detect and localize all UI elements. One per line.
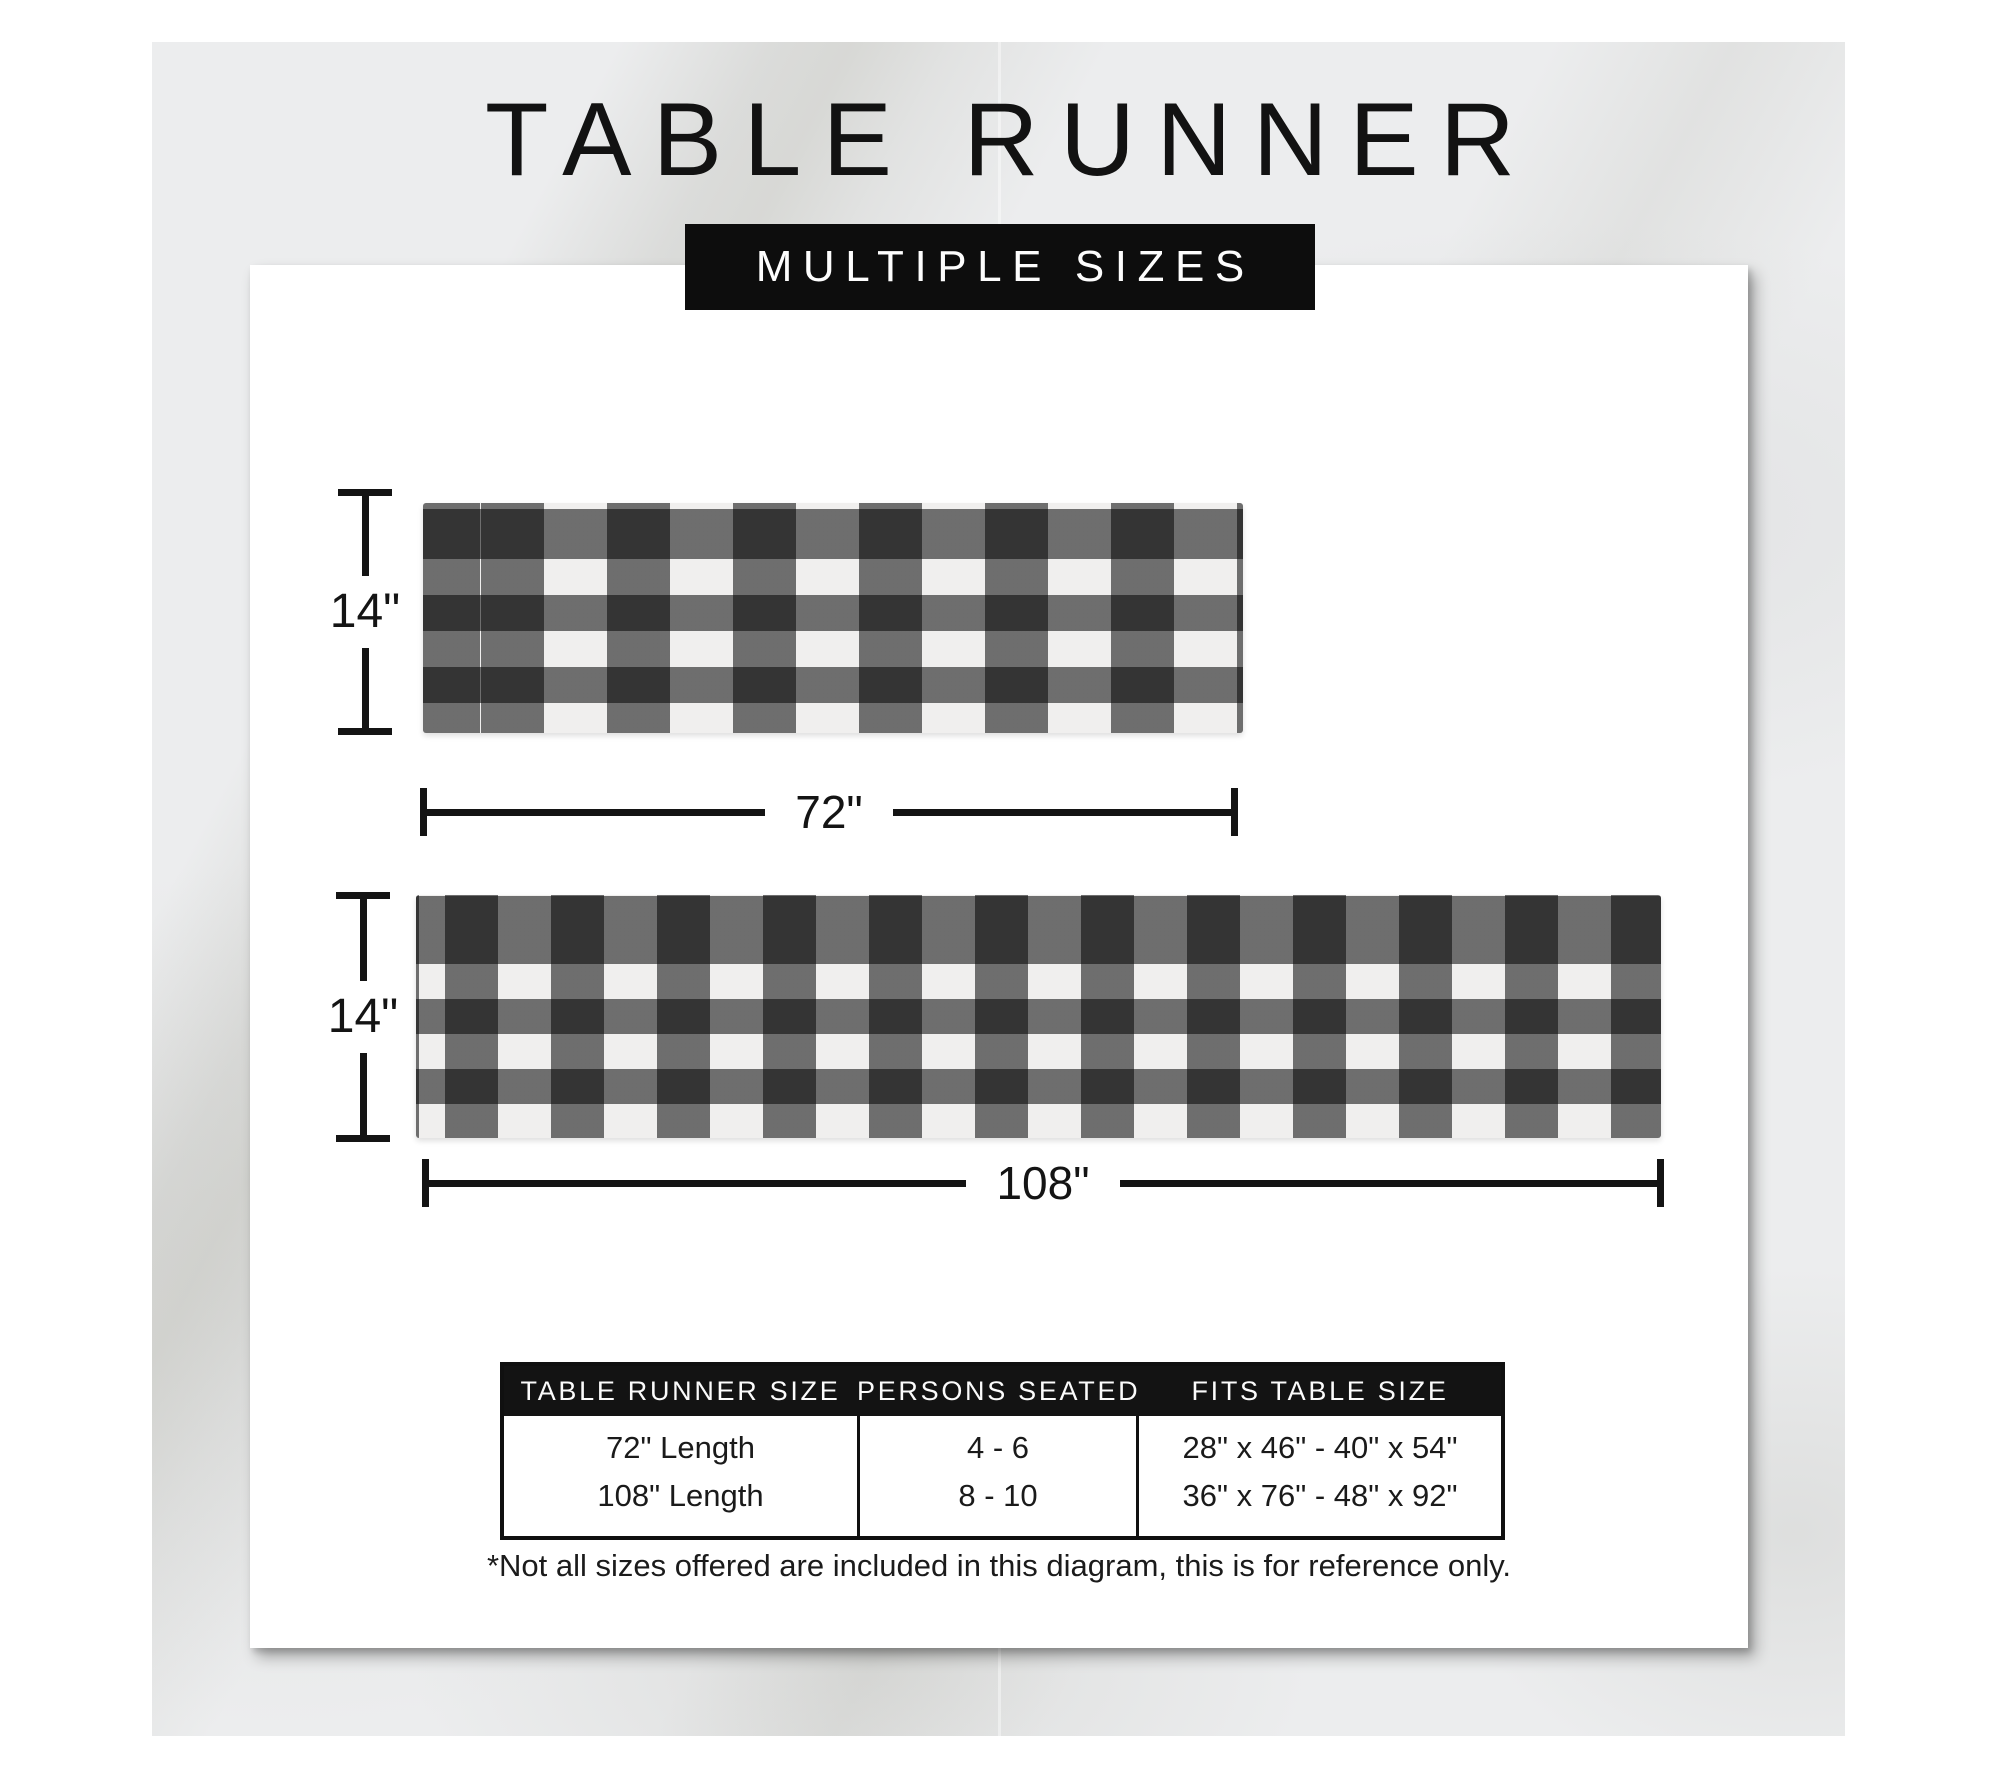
- table-column-runner-size: 72" Length 108" Length: [504, 1416, 857, 1536]
- table-cell: 108" Length: [597, 1478, 764, 1513]
- runner-swatch-108: [416, 895, 1661, 1138]
- table-body: 72" Length 108" Length 4 - 6 8 - 10 28" …: [504, 1416, 1501, 1536]
- reference-footnote: *Not all sizes offered are included in t…: [486, 1548, 1512, 1583]
- ruler-line: [1119, 1179, 1658, 1187]
- table-cell: 28" x 46" - 40" x 54": [1182, 1430, 1458, 1465]
- table-cell: 8 - 10: [958, 1478, 1038, 1513]
- length-ruler-72: 72": [420, 788, 1238, 836]
- page-title: TABLE RUNNER: [484, 82, 1537, 198]
- ruler-line: [427, 808, 766, 816]
- table-cell: 72" Length: [606, 1430, 755, 1465]
- ruler-cap-bottom: [338, 728, 392, 735]
- height-label-108-runner: 14": [327, 990, 399, 1043]
- table-header-row: TABLE RUNNER SIZE PERSONS SEATED FITS TA…: [504, 1366, 1501, 1416]
- table-cell: 36" x 76" - 48" x 92": [1182, 1478, 1458, 1513]
- table-header-runner-size: TABLE RUNNER SIZE: [520, 1375, 841, 1406]
- ruler-cap-top: [336, 892, 390, 899]
- ruler-cap-top: [338, 489, 392, 496]
- ruler-line: [361, 496, 369, 576]
- table-column-fits-table-size: 28" x 46" - 40" x 54" 36" x 76" - 48" x …: [1139, 1416, 1501, 1536]
- height-ruler-108: 14": [328, 892, 398, 1142]
- multiple-sizes-banner: MULTIPLE SIZES: [685, 224, 1315, 310]
- ruler-line: [892, 808, 1231, 816]
- length-ruler-108: 108": [422, 1157, 1665, 1209]
- table-header-fits-table-size: FITS TABLE SIZE: [1191, 1375, 1449, 1406]
- ruler-cap-left: [420, 788, 427, 836]
- ruler-cap-bottom: [336, 1135, 390, 1142]
- ruler-cap-right: [1657, 1159, 1665, 1207]
- table-cell: 4 - 6: [966, 1430, 1030, 1465]
- table-header-persons-seated: PERSONS SEATED: [857, 1375, 1141, 1406]
- ruler-cap-left: [422, 1159, 429, 1207]
- length-label-72: 72": [795, 786, 863, 838]
- multiple-sizes-banner-label: MULTIPLE SIZES: [755, 242, 1255, 291]
- height-ruler-72: 14": [330, 489, 400, 735]
- table-column-persons-seated: 4 - 6 8 - 10: [857, 1416, 1139, 1536]
- ruler-line: [359, 899, 367, 981]
- height-label-72-runner: 14": [329, 585, 401, 638]
- runner-swatch-72: [423, 503, 1243, 733]
- ruler-line: [361, 648, 369, 728]
- ruler-line: [359, 1053, 367, 1135]
- size-reference-table: TABLE RUNNER SIZE PERSONS SEATED FITS TA…: [500, 1362, 1505, 1540]
- length-label-108: 108": [996, 1157, 1090, 1209]
- ruler-cap-right: [1231, 788, 1238, 836]
- ruler-line: [429, 1179, 967, 1187]
